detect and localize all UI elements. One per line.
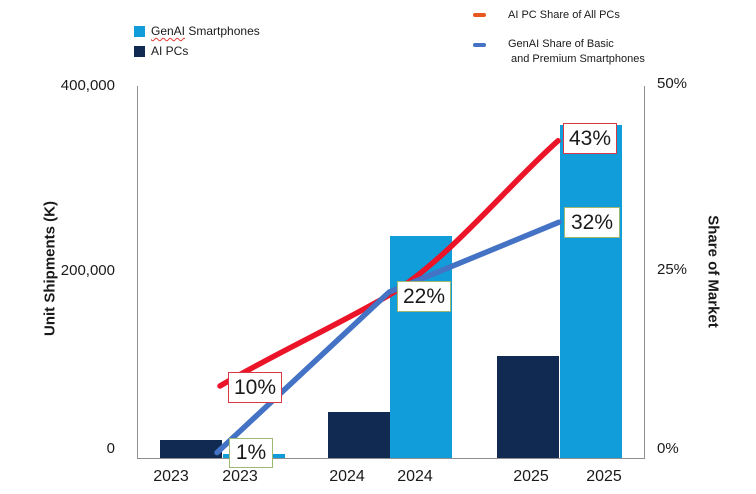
legend-label-genai-smartphones: GenAI Smartphones bbox=[151, 24, 260, 38]
legend-label-ai-pc-share: AI PC Share of All PCs bbox=[508, 9, 620, 21]
left-axis-tick-2: 400,000 bbox=[60, 77, 115, 94]
legend-item-genai-smartphones: GenAI Smartphones bbox=[134, 25, 260, 38]
ai-pcs-swatch-icon bbox=[134, 46, 145, 57]
point-label-43pct-2025: 43% bbox=[563, 123, 617, 154]
x-axis-label-1-2023: 2023 bbox=[222, 468, 258, 485]
left-axis-tick-0: 0 bbox=[106, 440, 115, 457]
x-axis-label-4-2025: 2025 bbox=[513, 468, 549, 485]
x-axis-label-2-2024: 2024 bbox=[329, 468, 365, 485]
line-genai-share-of-smartphones bbox=[214, 219, 562, 456]
right-axis-tick-0: 0% bbox=[657, 440, 679, 457]
point-label-10pct-2023: 10% bbox=[228, 372, 282, 403]
point-label-22pct-2024: 22% bbox=[397, 281, 451, 312]
x-axis-label-5-2025: 2025 bbox=[586, 468, 622, 485]
legend-item-ai-pcs: AI PCs bbox=[134, 45, 188, 58]
point-label-32pct-2025: 32% bbox=[564, 207, 620, 238]
bar-ai-pcs-2023 bbox=[160, 439, 222, 458]
genai-smartphones-swatch-icon bbox=[134, 26, 145, 37]
right-axis-tick-1: 25% bbox=[657, 261, 688, 278]
legend-item-genai-share: GenAI Share of Basic and Premium Smartpho… bbox=[473, 37, 645, 67]
bar-ai-pcs-2025 bbox=[497, 356, 559, 458]
ai-pc-share-dash-icon bbox=[473, 13, 486, 17]
left-axis-tick-1: 200,000 bbox=[60, 262, 115, 279]
x-axis-label-3-2024: 2024 bbox=[397, 468, 433, 485]
legend-label-genai-share: GenAI Share of Basic and Premium Smartpho… bbox=[508, 38, 645, 65]
x-axis-label-0-2023: 2023 bbox=[153, 468, 189, 485]
genai-share-dash-icon bbox=[473, 43, 486, 47]
legend-label-ai-pcs: AI PCs bbox=[151, 44, 189, 58]
right-axis-tick-2: 50% bbox=[657, 75, 688, 92]
legend-item-ai-pc-share: AI PC Share of All PCs bbox=[473, 8, 620, 23]
bar-ai-pcs-2024 bbox=[328, 411, 390, 458]
bar-genai-smartphones-2025 bbox=[560, 125, 622, 458]
point-label-1pct-2023: 1% bbox=[229, 438, 273, 468]
line-ai-pc-share-of-all-pcs bbox=[217, 138, 561, 389]
plot-area bbox=[137, 86, 645, 459]
